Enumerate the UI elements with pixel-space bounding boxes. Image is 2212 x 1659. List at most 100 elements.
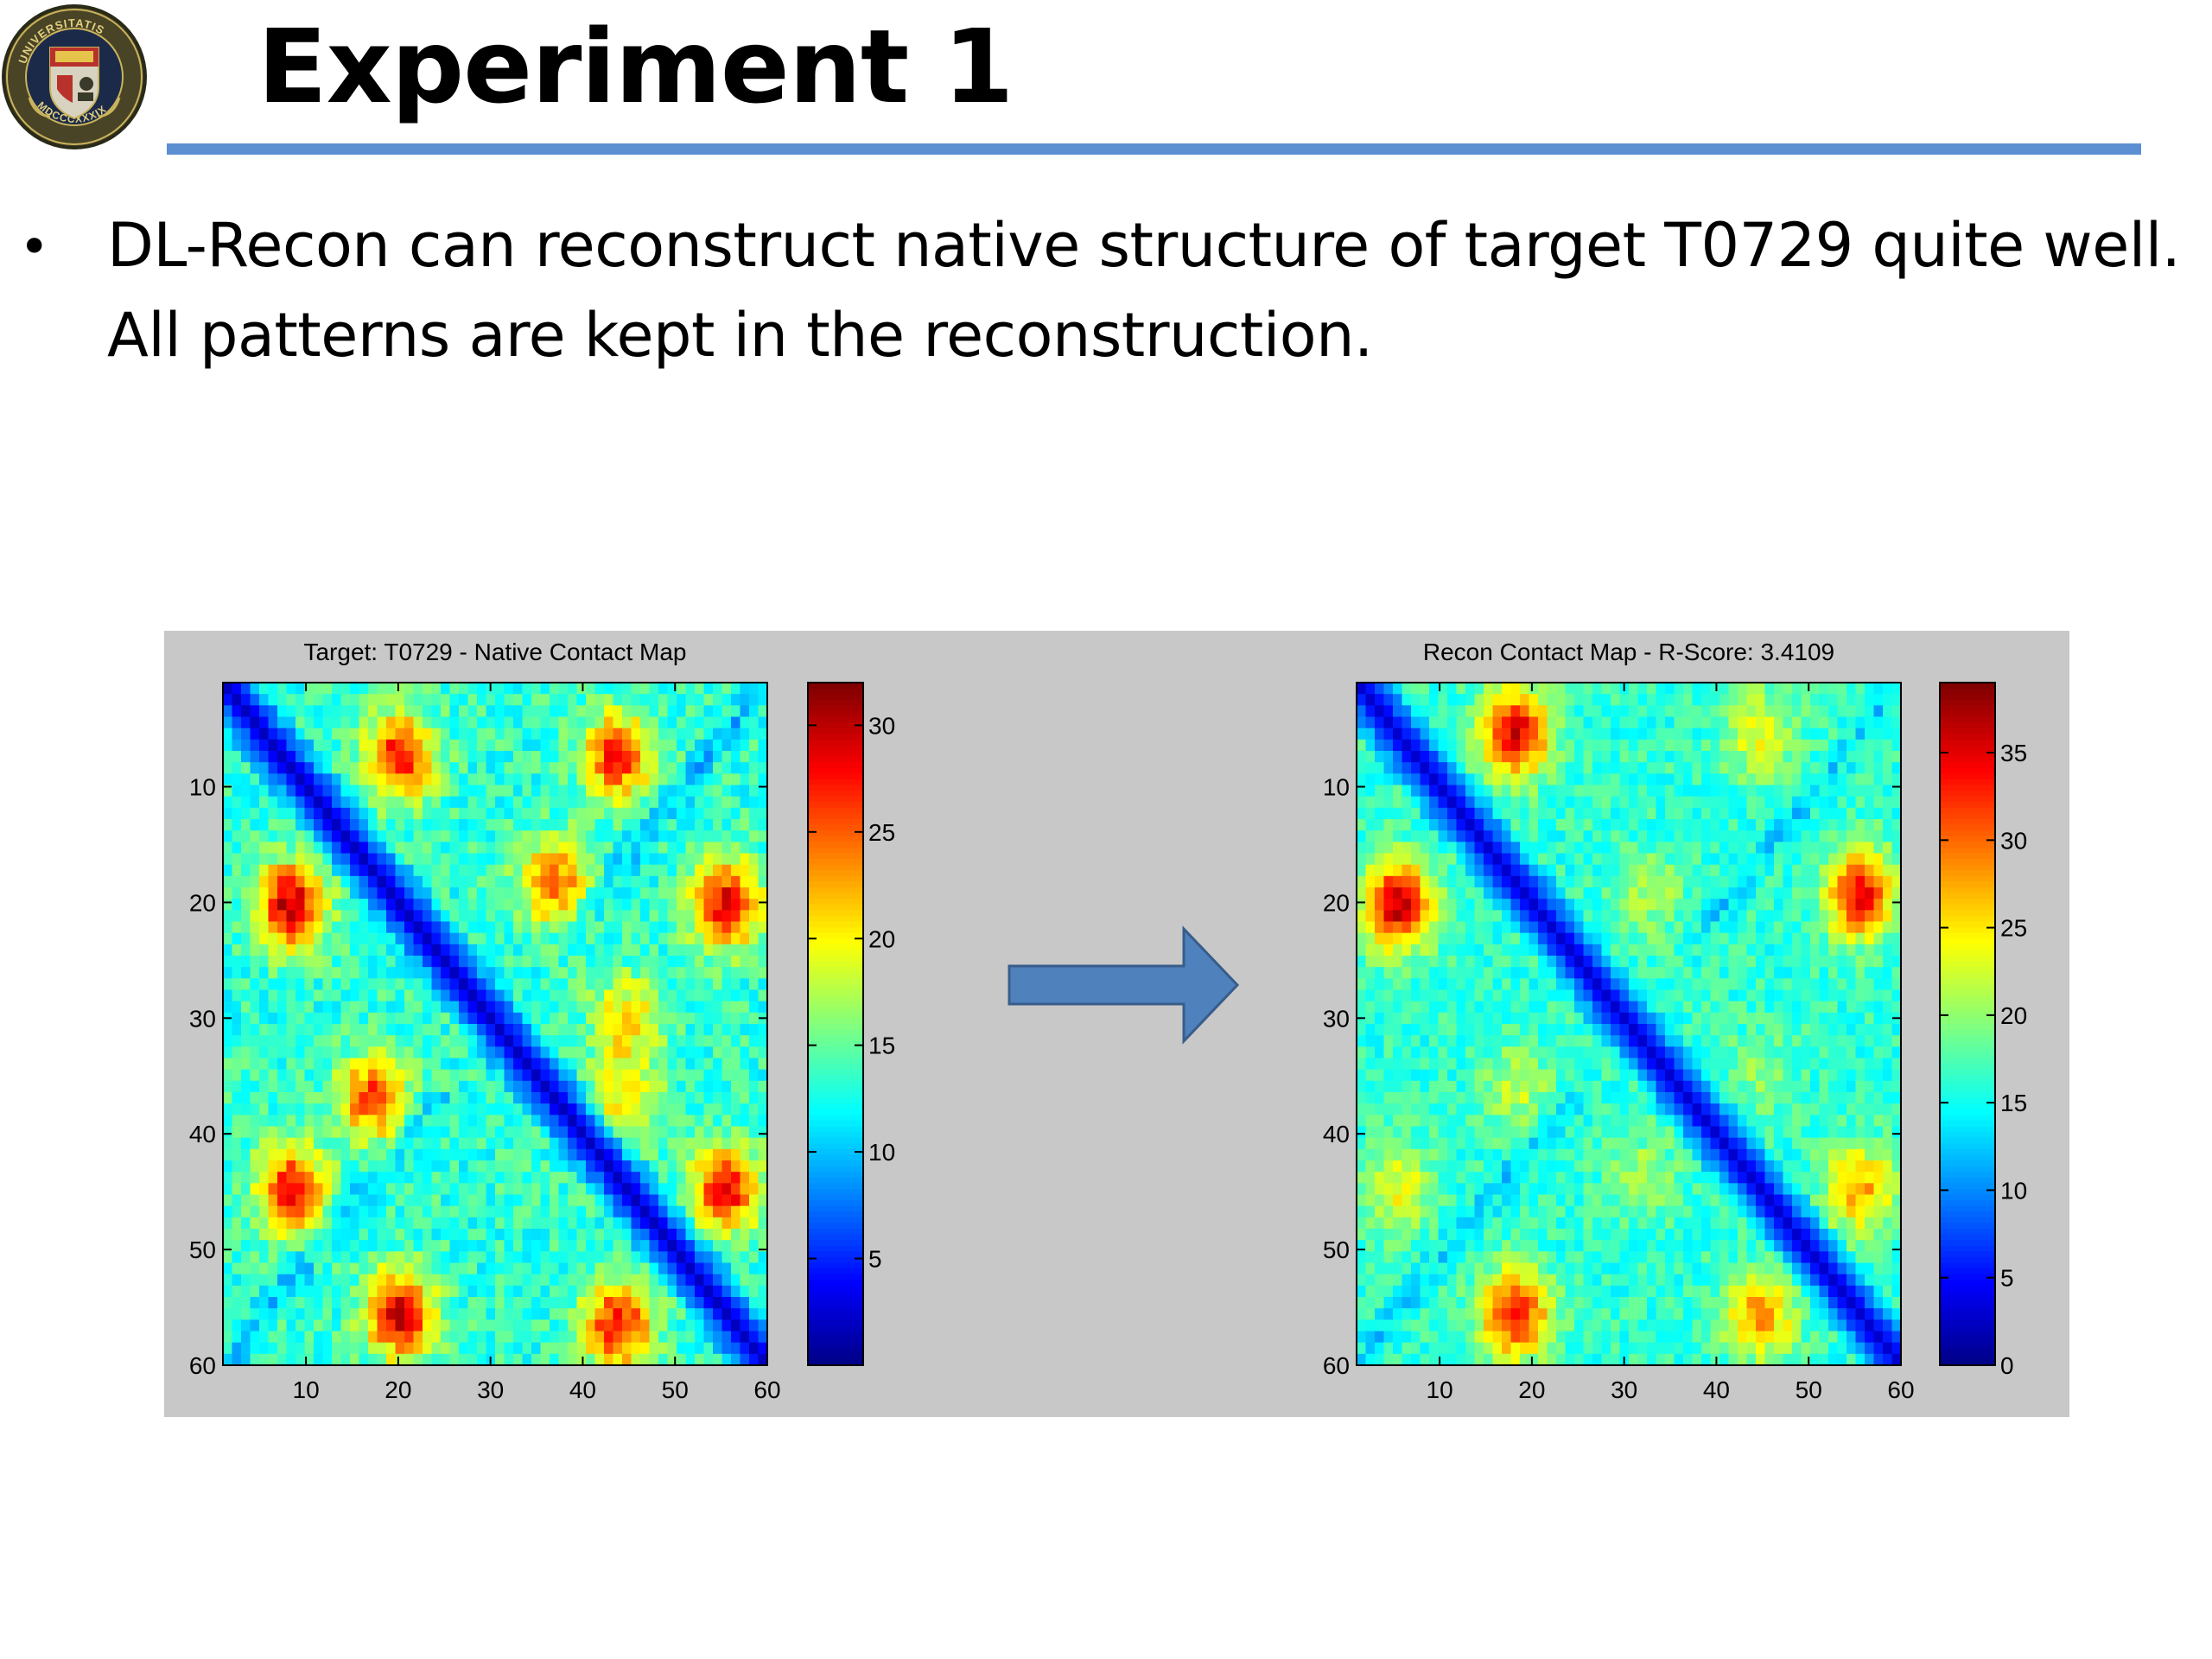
heatmap-cell	[423, 1262, 433, 1275]
heatmap-cell	[395, 785, 405, 798]
heatmap-cell	[758, 807, 768, 820]
heatmap-cell	[1393, 853, 1403, 866]
heatmap-cell	[594, 956, 605, 968]
heatmap-cell	[286, 819, 296, 831]
heatmap-cell	[1420, 864, 1430, 877]
heatmap-cell	[1774, 875, 1784, 888]
heatmap-cell	[1692, 842, 1702, 855]
heatmap-cell	[649, 716, 659, 729]
heatmap-cell	[477, 967, 487, 979]
heatmap-cell	[232, 1342, 242, 1355]
heatmap-cell	[332, 728, 342, 741]
heatmap-cell	[1556, 796, 1567, 809]
heatmap-cell	[495, 1103, 505, 1116]
heatmap-cell	[431, 1274, 442, 1287]
heatmap-cell	[677, 910, 687, 923]
heatmap-cell	[322, 1262, 333, 1275]
colorbar-segment	[808, 875, 863, 883]
heatmap-cell	[576, 739, 587, 752]
heatmap-cell	[223, 853, 233, 866]
heatmap-cell	[1429, 705, 1440, 718]
heatmap-cell	[613, 910, 623, 923]
heatmap-cell	[259, 887, 270, 899]
heatmap-cell	[1837, 785, 1847, 798]
heatmap-cell	[713, 1285, 723, 1298]
heatmap-cell	[1728, 751, 1738, 763]
heatmap-cell	[740, 978, 750, 991]
heatmap-cell	[1438, 807, 1448, 820]
heatmap-cell	[268, 1024, 278, 1036]
heatmap-cell	[350, 1092, 360, 1104]
heatmap-cell	[459, 1035, 469, 1047]
heatmap-cell	[540, 1137, 550, 1150]
heatmap-cell	[695, 819, 705, 831]
heatmap-cell	[486, 739, 496, 752]
heatmap-cell	[749, 807, 760, 820]
heatmap-cell	[286, 762, 296, 774]
heatmap-cell	[359, 1331, 369, 1344]
heatmap-cell	[550, 1103, 560, 1116]
heatmap-cell	[1510, 875, 1521, 888]
heatmap-cell	[1365, 830, 1376, 842]
heatmap-cell	[1810, 796, 1821, 809]
heatmap-cell	[685, 1205, 696, 1218]
heatmap-cell	[504, 1217, 514, 1230]
heatmap-cell	[758, 683, 768, 695]
heatmap-cell	[640, 1274, 651, 1287]
heatmap-cell	[540, 785, 550, 798]
heatmap-cell	[1456, 683, 1466, 695]
heatmap-cell	[459, 1251, 469, 1264]
heatmap-cell	[703, 875, 714, 888]
heatmap-cell	[1728, 819, 1738, 831]
heatmap-cell	[1601, 796, 1611, 809]
heatmap-cell	[731, 728, 741, 741]
heatmap-cell	[1420, 796, 1430, 809]
heatmap-cell	[314, 853, 324, 866]
heatmap-cell	[685, 694, 696, 706]
heatmap-cell	[404, 819, 415, 831]
heatmap-cell	[695, 1319, 705, 1332]
heatmap-cell	[441, 1251, 451, 1264]
heatmap-cell	[731, 796, 741, 809]
heatmap-cell	[277, 1103, 288, 1116]
heatmap-cell	[1429, 716, 1440, 729]
heatmap-cell	[268, 910, 278, 923]
heatmap-cell	[322, 705, 333, 718]
heatmap-cell	[441, 1285, 451, 1298]
heatmap-cell	[1719, 853, 1730, 866]
heatmap-cell	[241, 1092, 251, 1104]
heatmap-cell	[558, 796, 569, 809]
heatmap-cell	[1783, 785, 1793, 798]
heatmap-cell	[449, 1183, 460, 1196]
heatmap-cell	[1502, 728, 1512, 741]
heatmap-cell	[1465, 694, 1476, 706]
heatmap-cell	[441, 728, 451, 741]
heatmap-cell	[232, 1308, 242, 1320]
heatmap-cell	[1357, 716, 1367, 729]
heatmap-cell	[1583, 842, 1593, 855]
heatmap-cell	[350, 762, 360, 774]
heatmap-cell	[631, 842, 641, 855]
heatmap-cell	[558, 773, 569, 786]
heatmap-cell	[286, 716, 296, 729]
heatmap-cell	[296, 1069, 306, 1082]
heatmap-cell	[1474, 819, 1484, 831]
heatmap-cell	[550, 1331, 560, 1344]
heatmap-cell	[1619, 694, 1630, 706]
native-map-title: Target: T0729 - Native Contact Map	[303, 639, 686, 665]
heatmap-cell	[667, 1319, 677, 1332]
heatmap-cell	[1837, 899, 1847, 911]
heatmap-cell	[649, 1251, 659, 1264]
heatmap-cell	[377, 1308, 387, 1320]
heatmap-cell	[232, 967, 242, 979]
heatmap-cell	[1629, 899, 1639, 911]
heatmap-cell	[576, 1024, 587, 1036]
heatmap-cell	[459, 956, 469, 968]
heatmap-cell	[449, 989, 460, 1002]
heatmap-cell	[322, 932, 333, 945]
heatmap-cell	[431, 1012, 442, 1025]
heatmap-cell	[441, 1012, 451, 1025]
heatmap-cell	[1520, 864, 1530, 877]
heatmap-cell	[558, 1262, 569, 1275]
heatmap-cell	[413, 932, 423, 945]
